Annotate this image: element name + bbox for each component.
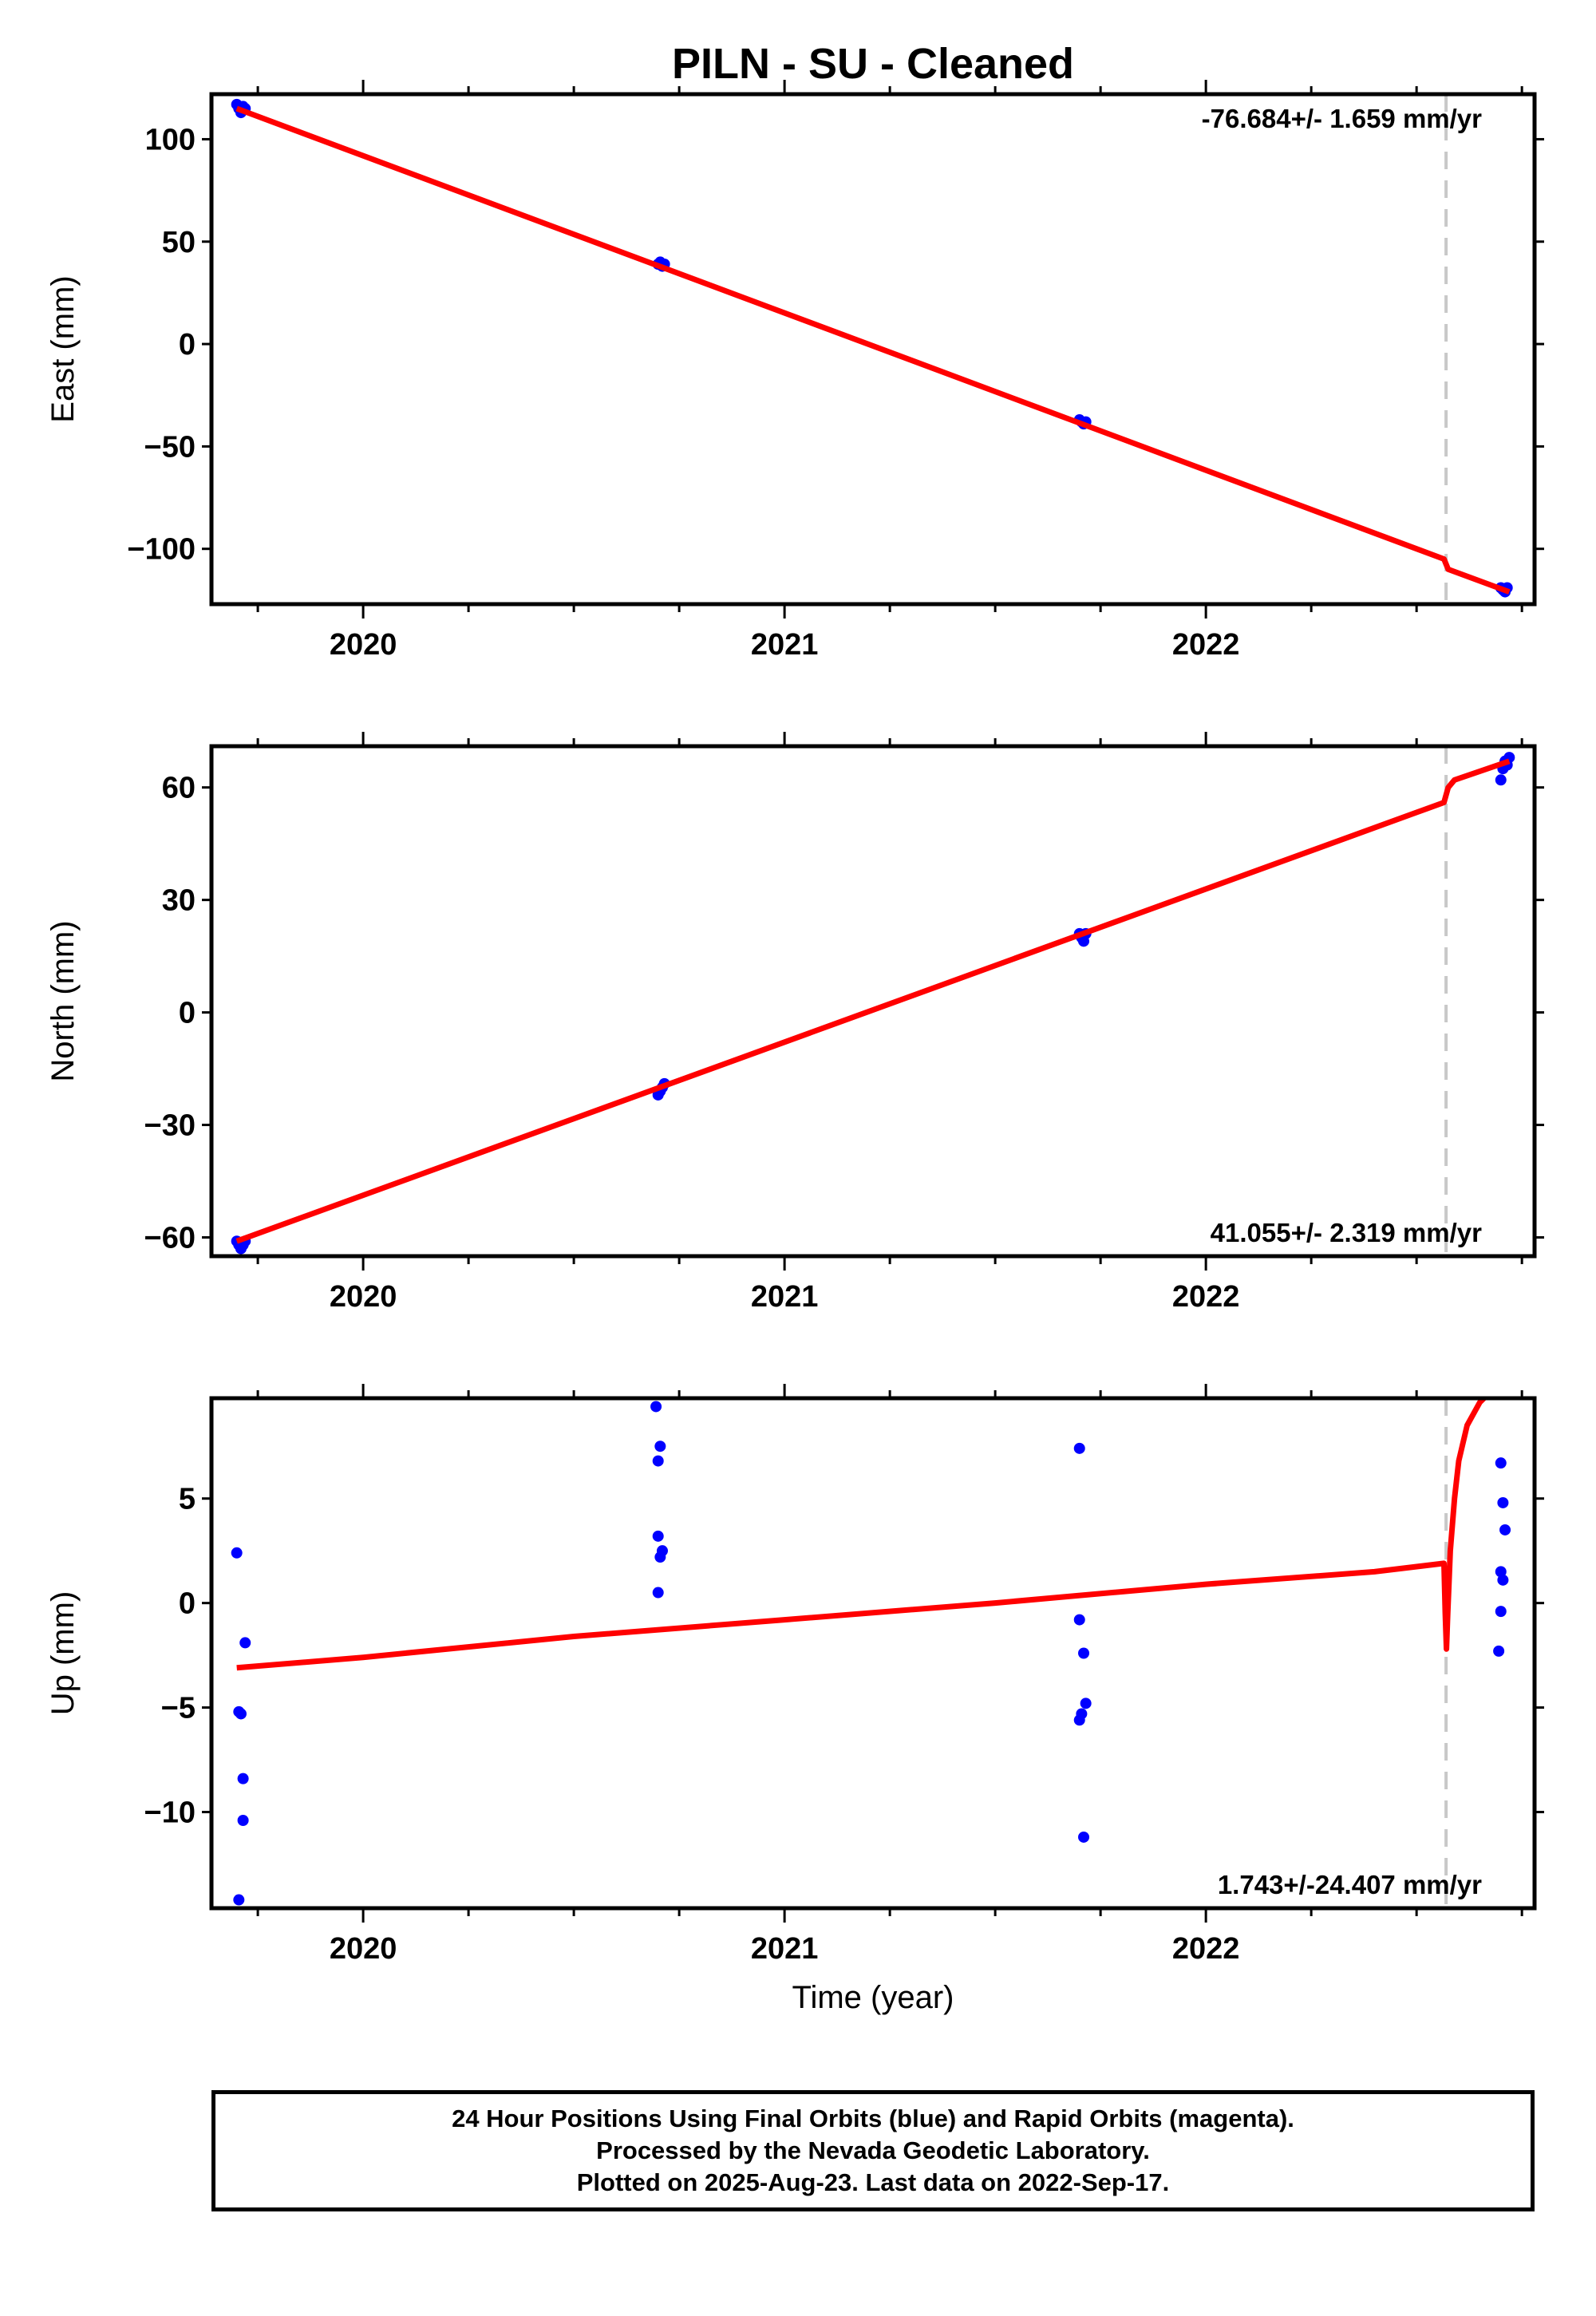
x-tick-label: 2020 [330, 1932, 397, 1966]
x-axis-title: Time (year) [792, 1980, 954, 2015]
velocity-rate-label: 1.743+/-24.407 mm/yr [1218, 1870, 1482, 1899]
y-tick-label: 0 [179, 1587, 196, 1621]
data-point [652, 1587, 664, 1599]
y-axis-title: Up (mm) [45, 1591, 81, 1716]
panel-frame [209, 744, 1537, 1259]
data-point [235, 1708, 247, 1720]
x-tick-label: 2021 [751, 1280, 819, 1314]
data-point [654, 1441, 666, 1452]
y-tick-label: 30 [162, 884, 196, 918]
y-tick-label: −60 [144, 1222, 196, 1255]
data-point [231, 1547, 243, 1559]
y-tick-label: −10 [144, 1796, 196, 1830]
data-point [1497, 1574, 1509, 1586]
x-tick-label: 2021 [751, 628, 819, 662]
data-point [1495, 774, 1507, 786]
model-fit-line [236, 1398, 1488, 1671]
data-point [1495, 1566, 1507, 1578]
footer-line-plotted: Plotted on 2025-Aug-23. Last data on 202… [576, 2168, 1170, 2196]
data-point [1495, 1606, 1507, 1618]
y-tick-label: −30 [144, 1109, 196, 1143]
data-point [1080, 1697, 1092, 1709]
data-point [1495, 1457, 1507, 1469]
velocity-rate-label: 41.055+/- 2.319 mm/yr [1211, 1218, 1482, 1247]
velocity-rate-label: -76.684+/- 1.659 mm/yr [1202, 104, 1482, 133]
panel-up: 5 0 −5 −10 2020 2021 2022 Up (mm) 1.743+/-24.407… [45, 1384, 1544, 1966]
x-tick-label: 2021 [751, 1932, 819, 1966]
data-point [652, 1530, 664, 1542]
data-point [652, 1455, 664, 1467]
x-tick-label: 2020 [330, 628, 397, 662]
panel-east: 100 50 0 −50 −100 2020 2021 2022 East (mm) -76.68… [45, 80, 1544, 662]
y-tick-label: 60 [162, 772, 196, 805]
y-axis-title: East (mm) [45, 275, 81, 422]
model-fit-line [235, 105, 1511, 595]
data-point [1078, 1647, 1090, 1659]
data-point [1499, 1524, 1511, 1535]
y-tick-label: −50 [144, 430, 196, 464]
y-axis-title: North (mm) [45, 920, 81, 1081]
chart-title: PILN - SU - Cleaned [672, 40, 1074, 88]
data-point [1078, 1831, 1090, 1843]
x-tick-label: 2022 [1172, 1280, 1240, 1314]
y-tick-label: 50 [162, 226, 196, 259]
data-points [231, 752, 1515, 1255]
data-point [233, 1894, 245, 1906]
x-tick-label: 2022 [1172, 628, 1240, 662]
data-point [1073, 1614, 1085, 1626]
data-point [1497, 1496, 1509, 1508]
x-tick-label: 2022 [1172, 1932, 1240, 1966]
data-point [1073, 1442, 1085, 1454]
panel-frame [209, 92, 1537, 607]
model-fit-line [235, 758, 1511, 1244]
data-point [654, 1551, 666, 1563]
y-tick-label: −100 [127, 533, 196, 567]
y-tick-label: 0 [179, 328, 196, 362]
data-point [237, 1815, 249, 1827]
data-point [1073, 1714, 1085, 1726]
footer-line-orbits: 24 Hour Positions Using Final Orbits (bl… [452, 2105, 1294, 2132]
footer-box: 24 Hour Positions Using Final Orbits (bl… [211, 2090, 1535, 2211]
data-point [237, 1773, 249, 1784]
y-tick-label: 100 [145, 123, 196, 156]
panel-frame [209, 1396, 1537, 1911]
y-tick-label: 5 [179, 1483, 196, 1516]
data-point [1493, 1645, 1505, 1657]
y-tick-label: −5 [161, 1692, 196, 1725]
data-point [650, 1401, 662, 1413]
data-points [231, 1401, 1511, 1906]
footer-line-processed: Processed by the Nevada Geodetic Laborat… [596, 2136, 1150, 2164]
panel-north: 60 30 0 −30 −60 2020 2021 2022 North (mm) 41.055+… [45, 732, 1544, 1314]
x-tick-label: 2020 [330, 1280, 397, 1314]
data-point [239, 1637, 251, 1649]
y-tick-label: 0 [179, 997, 196, 1030]
